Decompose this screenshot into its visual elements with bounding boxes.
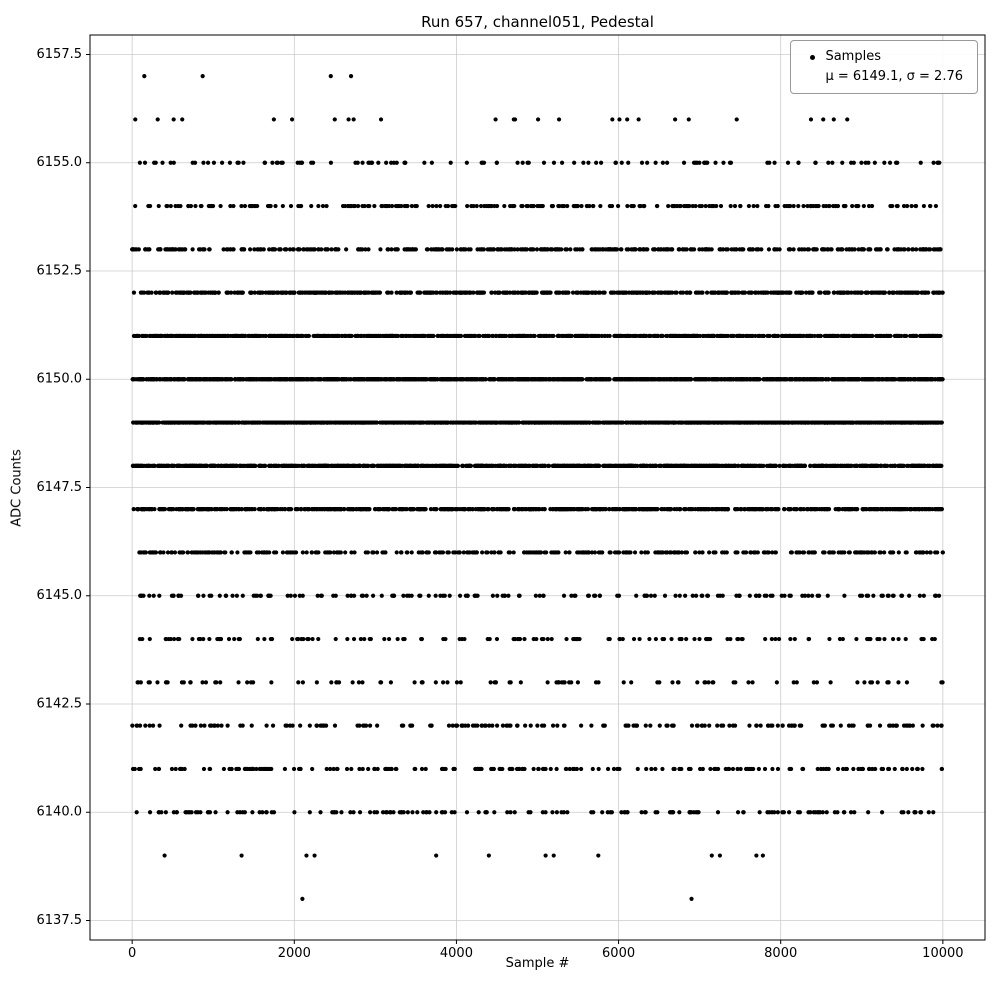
legend: Samples μ = 6149.1, σ = 2.76: [790, 40, 978, 95]
legend-entry-samples: Samples: [799, 47, 963, 67]
legend-label-mu-sigma: μ = 6149.1, σ = 2.76: [825, 69, 963, 85]
legend-label-samples: Samples: [825, 49, 881, 64]
sample-dot-icon: [799, 54, 825, 60]
legend-entry-stats: μ = 6149.1, σ = 2.76: [799, 67, 963, 87]
chart-title: Run 657, channel051, Pedestal: [421, 13, 654, 31]
y-axis-label: ADC Counts: [9, 449, 25, 527]
x-axis-label: Sample #: [505, 956, 570, 971]
